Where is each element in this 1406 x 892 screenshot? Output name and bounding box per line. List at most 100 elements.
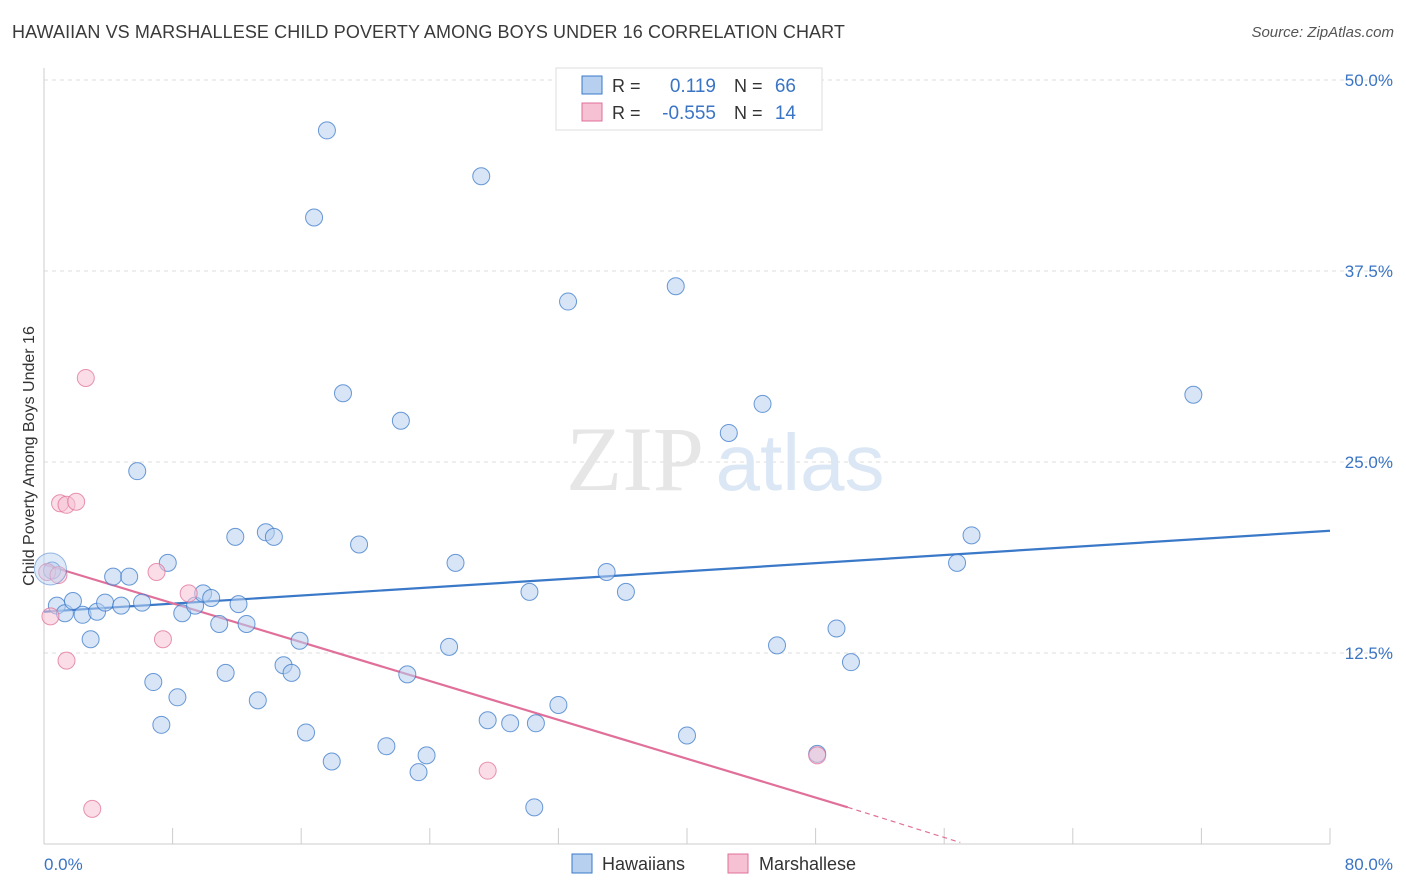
point-marshallese-1 (41, 607, 60, 626)
point-hawaiians-54 (616, 582, 635, 601)
y-axis-label: Child Poverty Among Boys Under 16 (21, 326, 38, 586)
point-hawaiians-30 (282, 663, 301, 682)
point-hawaiians-12 (133, 593, 152, 612)
point-marshallese-12 (478, 761, 497, 780)
point-hawaiians-56 (678, 726, 696, 745)
point-hawaiians-57 (719, 423, 738, 442)
point-hawaiians-28 (264, 527, 283, 546)
point-hawaiians-25 (237, 614, 256, 633)
point-marshallese-13 (808, 746, 827, 765)
legend-swatch-marshallese (727, 853, 749, 874)
point-hawaiians-58 (753, 394, 772, 413)
point-hawaiians-10 (120, 567, 139, 586)
stats-r-label-marshallese: R = (612, 103, 641, 123)
point-hawaiians-32 (297, 723, 316, 742)
point-hawaiians-52 (559, 292, 578, 311)
x-tick-label-max: 80.0% (1345, 855, 1393, 874)
point-hawaiians-59 (768, 636, 787, 655)
point-hawaiians-33 (305, 208, 324, 227)
point-hawaiians-62 (948, 553, 967, 572)
legend-swatch-hawaiians (571, 853, 593, 874)
point-hawaiians-3 (63, 592, 82, 611)
stats-n-value-hawaiians: 66 (775, 76, 796, 97)
point-marshallese-8 (83, 799, 102, 818)
point-hawaiians-53 (597, 563, 616, 582)
point-hawaiians-43 (440, 637, 459, 656)
y-tick-labels: 12.5% 25.0% 37.5% 50.0% (1345, 71, 1393, 663)
point-hawaiians-16 (168, 688, 187, 707)
stats-r-label-hawaiians: R = (612, 76, 641, 96)
point-cluster-origin (33, 552, 67, 586)
point-hawaiians-48 (520, 582, 539, 601)
point-marshallese-11 (179, 584, 198, 603)
stats-legend-swatch-hawaiians (581, 75, 603, 95)
point-hawaiians-44 (446, 553, 465, 572)
chart-title: HAWAIIAN VS MARSHALLESE CHILD POVERTY AM… (12, 22, 846, 42)
point-hawaiians-7 (96, 593, 115, 612)
data-points (33, 121, 1203, 818)
legend-label-marshallese: Marshallese (759, 854, 856, 874)
point-hawaiians-5 (81, 630, 100, 649)
point-hawaiians-31 (290, 631, 309, 650)
watermark: ZIP atlas (566, 408, 884, 510)
point-hawaiians-14 (152, 715, 171, 734)
point-hawaiians-13 (144, 673, 163, 692)
point-hawaiians-22 (216, 663, 235, 682)
stats-n-label-hawaiians: N = (734, 76, 763, 96)
trend-line-marshallese (43, 563, 849, 809)
point-hawaiians-35 (322, 752, 341, 771)
point-hawaiians-45 (472, 167, 491, 186)
source-credit: Source: ZipAtlas.com (1251, 24, 1394, 41)
point-hawaiians-26 (248, 691, 267, 710)
point-hawaiians-24 (226, 527, 245, 546)
x-tick-marks (43, 828, 1331, 844)
point-hawaiians-39 (391, 411, 410, 430)
point-marshallese-5 (57, 651, 76, 670)
point-hawaiians-55 (666, 277, 685, 296)
point-hawaiians-20 (202, 588, 221, 607)
y-tick-label-0: 12.5% (1345, 644, 1393, 663)
point-hawaiians-37 (350, 535, 369, 554)
gridlines (44, 79, 1394, 654)
point-hawaiians-61 (841, 653, 860, 672)
point-hawaiians-46 (478, 711, 497, 730)
point-hawaiians-60 (827, 619, 846, 638)
stats-r-value-marshallese: -0.555 (662, 103, 716, 124)
point-marshallese-6 (67, 492, 86, 511)
point-hawaiians-40 (398, 665, 417, 684)
stats-n-value-marshallese: 14 (775, 103, 797, 124)
legend-label-hawaiians: Hawaiians (602, 854, 685, 874)
point-hawaiians-21 (210, 614, 229, 633)
point-hawaiians-9 (112, 596, 131, 615)
x-tick-label-min: 0.0% (44, 855, 83, 874)
point-hawaiians-51 (549, 695, 568, 714)
watermark-zip: ZIP (566, 408, 704, 510)
point-hawaiians-42 (417, 746, 436, 765)
point-hawaiians-34 (317, 121, 336, 140)
y-tick-label-2: 37.5% (1345, 262, 1393, 281)
trend-line-extension-marshallese (847, 806, 961, 844)
point-hawaiians-11 (128, 462, 147, 481)
stats-r-value-hawaiians: 0.119 (670, 76, 716, 97)
point-marshallese-9 (147, 563, 166, 582)
point-marshallese-7 (76, 368, 95, 387)
point-hawaiians-23 (229, 595, 248, 614)
watermark-atlas: atlas (716, 418, 885, 507)
stats-n-label-marshallese: N = (734, 103, 763, 123)
series-legend: Hawaiians Marshallese (571, 853, 856, 874)
point-hawaiians-47 (501, 714, 520, 733)
trend-line-hawaiians (43, 529, 1331, 613)
trend-lines (43, 529, 1331, 844)
point-hawaiians-36 (333, 384, 352, 403)
y-tick-label-3: 50.0% (1345, 71, 1393, 90)
point-hawaiians-41 (409, 763, 428, 782)
point-hawaiians-64 (1184, 385, 1203, 404)
stats-legend-swatch-marshallese (581, 102, 603, 122)
stats-legend: R = 0.119 N = 66 R = -0.555 N = 14 (555, 67, 823, 131)
point-hawaiians-50 (526, 714, 545, 733)
point-hawaiians-38 (377, 737, 396, 756)
point-marshallese-10 (153, 630, 172, 649)
y-tick-label-1: 25.0% (1345, 453, 1393, 472)
point-hawaiians-49 (525, 798, 544, 817)
